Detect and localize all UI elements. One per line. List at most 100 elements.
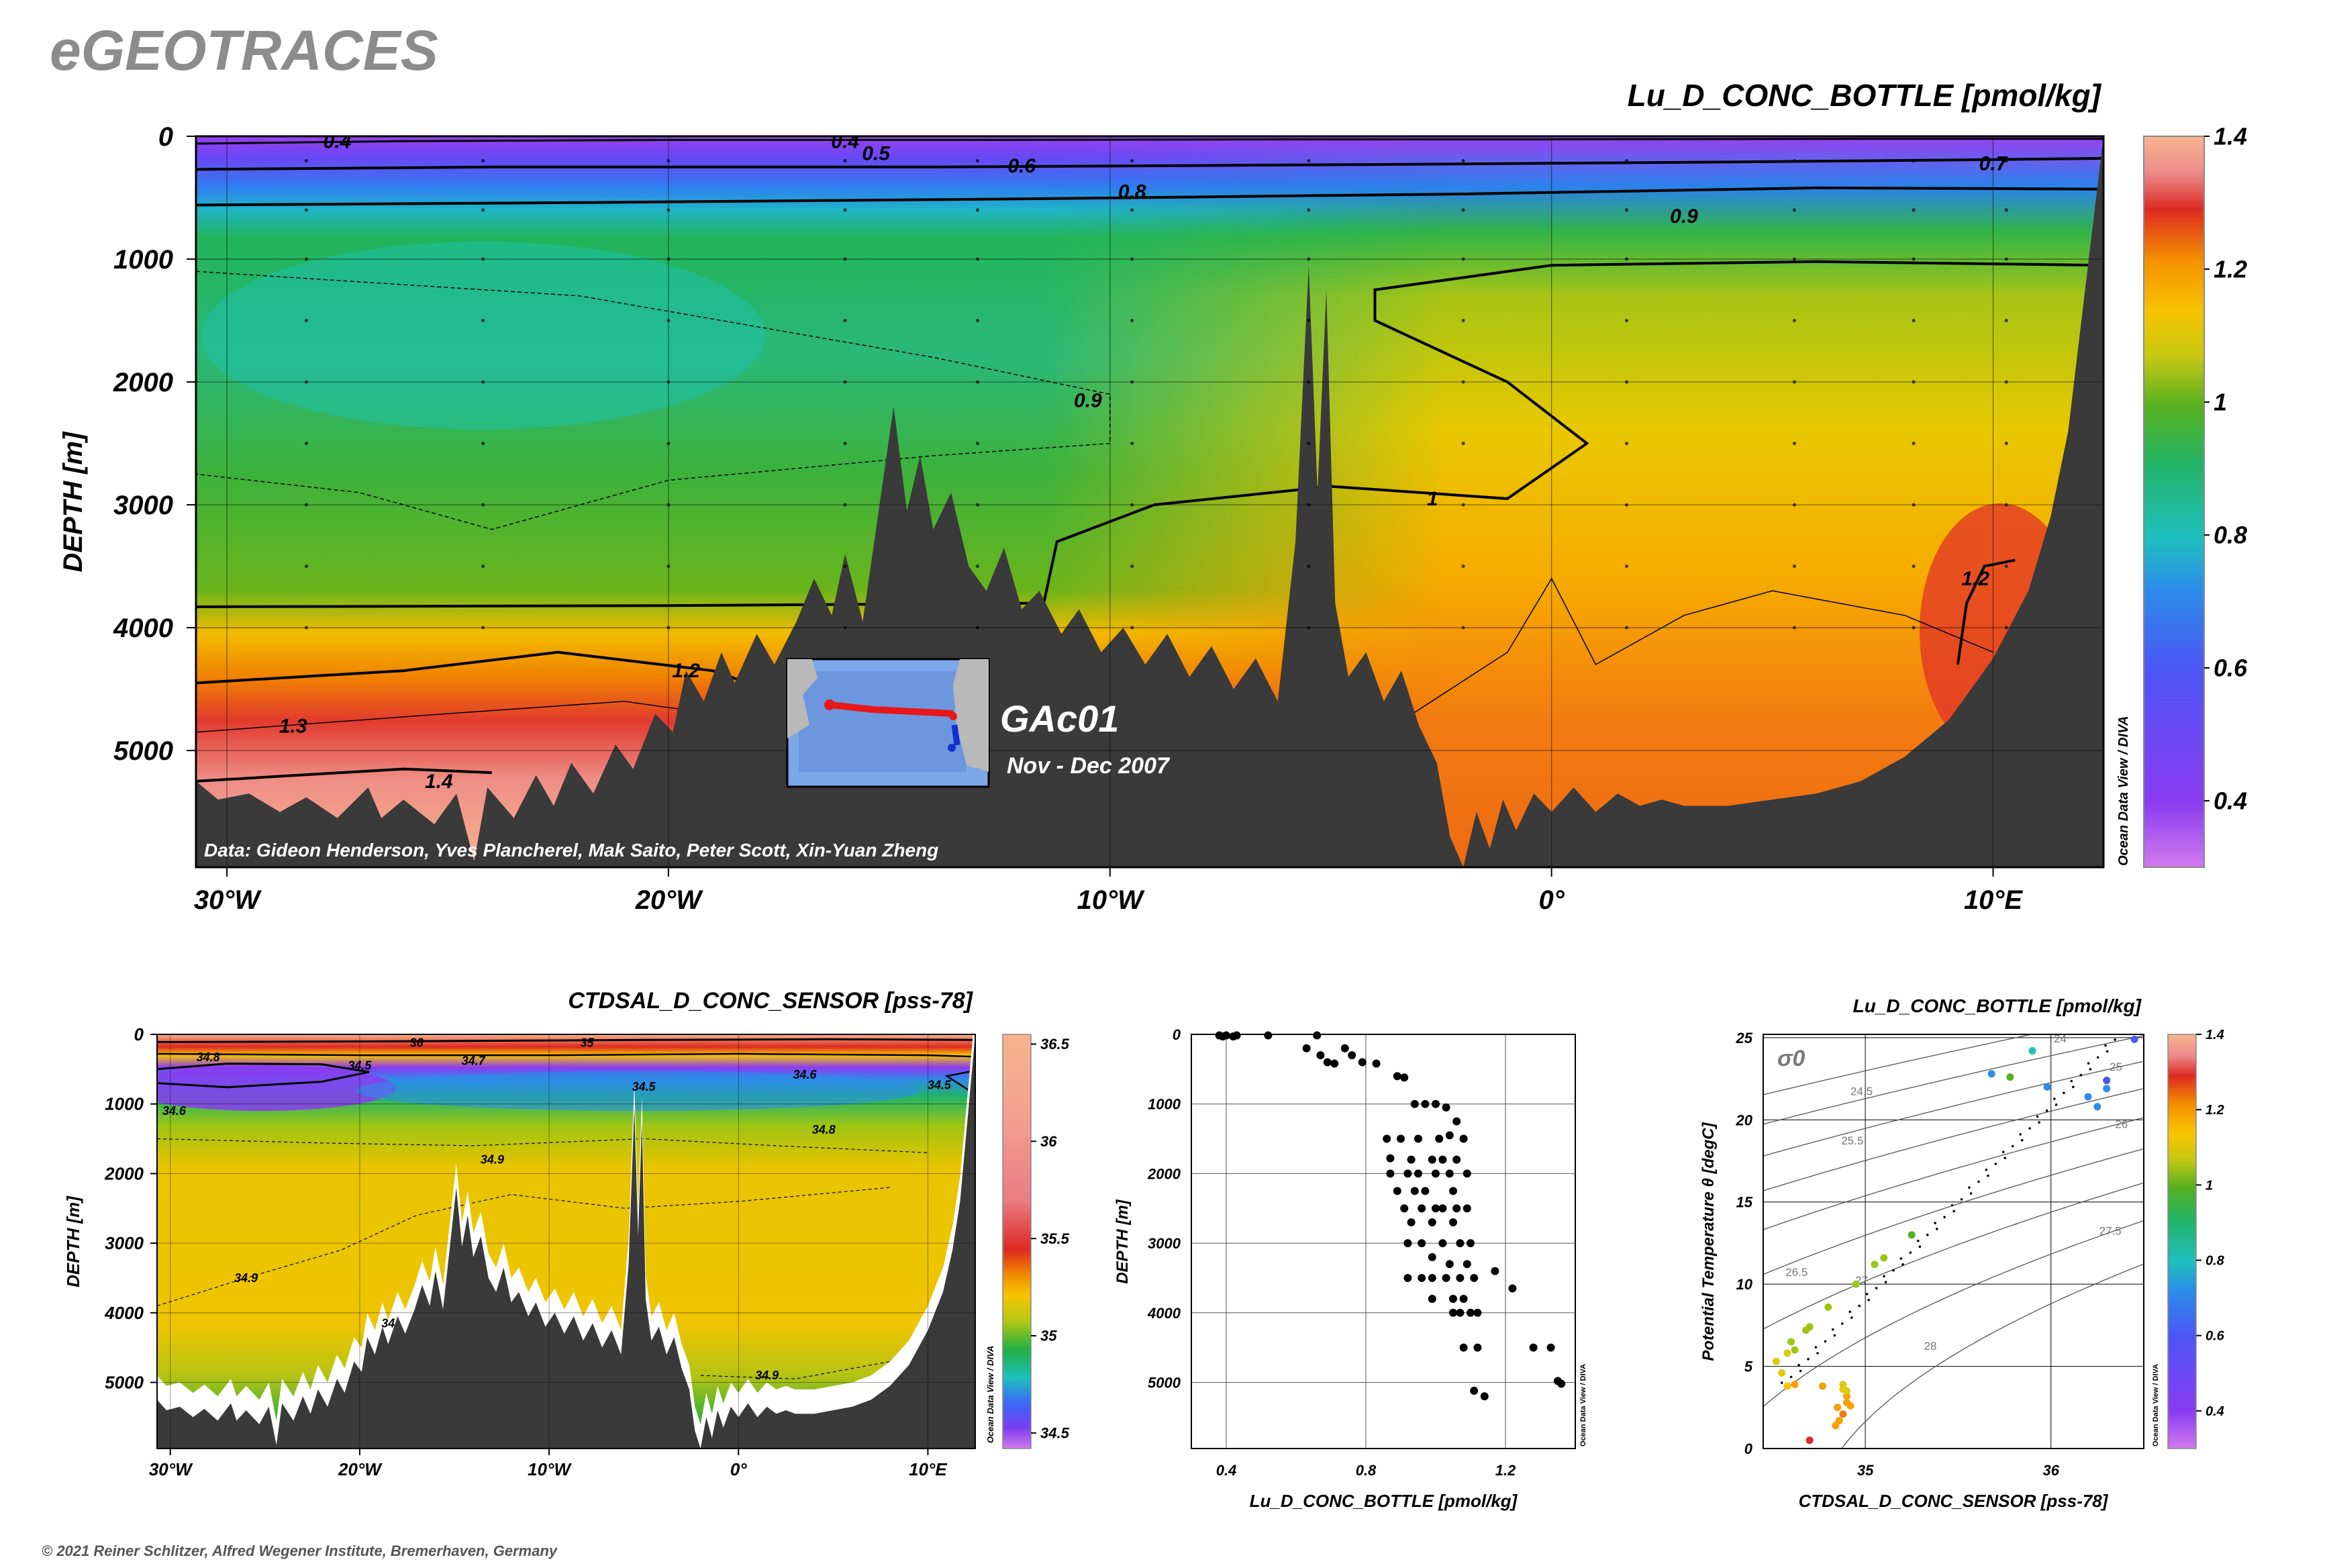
- main-colorbar-ramp: [2143, 136, 2205, 868]
- inset-map-land-east: [953, 659, 989, 772]
- profile-point: [1421, 1187, 1430, 1195]
- profile-point: [1463, 1169, 1471, 1178]
- sal-x-tick-label: 10°E: [909, 1459, 947, 1479]
- main-colorbar: 0.4 0.6 0.8 1 1.2 1.4: [2143, 123, 2248, 868]
- ts-small-point: [1833, 1334, 1836, 1337]
- main-x-ticks: 30°W 20°W 10°W 0° 10°E: [194, 867, 2023, 915]
- ts-y-tick-label: 20: [1736, 1112, 1753, 1128]
- profile-point: [1438, 1204, 1447, 1213]
- profile-point: [1456, 1239, 1465, 1248]
- ts-small-point: [2096, 1056, 2099, 1059]
- ts-point: [1846, 1402, 1854, 1410]
- ts-x-axis-label: CTDSAL_D_CONC_SENSOR [pss-78]: [1799, 1491, 2109, 1511]
- main-y-axis-label: DEPTH [m]: [58, 431, 88, 573]
- main-x-tick-label: 10°W: [1077, 885, 1145, 915]
- contour-line: [196, 271, 1111, 530]
- ts-small-point: [1960, 1198, 1963, 1201]
- profile-point: [1459, 1343, 1468, 1352]
- ts-small-point: [1807, 1358, 1810, 1361]
- colorbar-tick-label: 35: [1040, 1328, 1057, 1344]
- ts-isopycnal: [1841, 1263, 2144, 1449]
- ts-isopycnal: [1763, 1117, 2144, 1230]
- profile-point: [1218, 1032, 1227, 1041]
- contour-line: [1375, 577, 1993, 739]
- station-sample: [1912, 442, 1916, 446]
- ts-x-tick-label: 35: [1857, 1462, 1874, 1479]
- ts-small-point: [2054, 1103, 2058, 1106]
- profile-point: [1330, 1059, 1339, 1068]
- inset-map-end: [949, 712, 957, 720]
- main-y-tick-label: 2000: [113, 368, 173, 397]
- station-sample: [1130, 159, 1134, 163]
- profile-point: [1452, 1204, 1461, 1213]
- profile-point: [1386, 1169, 1395, 1178]
- ts-small-point: [1969, 1192, 1973, 1195]
- inset-map-start: [824, 699, 835, 710]
- inset-map-blue-end: [948, 744, 956, 752]
- ts-point: [1772, 1357, 1780, 1365]
- station-sample: [1461, 159, 1465, 163]
- ts-watermark: Ocean Data View / DIVA: [2152, 1364, 2160, 1447]
- ts-colorbar-ramp: [2167, 1034, 2197, 1449]
- ts-point: [2103, 1085, 2111, 1093]
- main-y-tick-label: 3000: [113, 491, 173, 520]
- inset-map: [786, 658, 990, 788]
- station-sample: [1792, 208, 1796, 212]
- ts-small-point: [2089, 1068, 2092, 1071]
- main-watermark: Ocean Data View / DIVA: [2116, 716, 2131, 866]
- sal-contour-label: 34: [381, 1316, 395, 1330]
- colorbar-tick-label: 1.2: [2214, 256, 2247, 283]
- profile-point: [1470, 1273, 1479, 1282]
- ts-colorbar-ticks: 0.4 0.6 0.8 1 1.2 1.4: [2196, 1028, 2225, 1419]
- profile-point: [1400, 1204, 1409, 1213]
- profile-point: [1410, 1099, 1419, 1108]
- colorbar-tick-label: 1: [2214, 389, 2227, 416]
- profile-point: [1467, 1308, 1475, 1317]
- ts-small-point: [1909, 1251, 1912, 1254]
- ts-isopycnal-label: 25.5: [1841, 1134, 1863, 1147]
- sal-y-tick-label: 2000: [104, 1163, 144, 1183]
- ts-small-point: [1832, 1328, 1834, 1331]
- ts-point: [1908, 1231, 1916, 1239]
- ts-isopycnal: [1763, 1035, 2144, 1125]
- ts-grid: [1763, 1034, 2144, 1449]
- station-sample: [975, 208, 979, 212]
- contour-line: [157, 1138, 928, 1153]
- copyright: © 2021 Reiner Schlitzer, Alfred Wegener …: [42, 1542, 558, 1559]
- ts-small-point: [1977, 1180, 1980, 1183]
- main-y-ticks: 0 1000 2000 3000 4000 5000: [113, 122, 196, 766]
- ts-small-point: [2036, 1115, 2039, 1118]
- ts-point: [1824, 1303, 1832, 1311]
- profile-point: [1467, 1239, 1475, 1248]
- ts-small-point: [2053, 1097, 2056, 1100]
- ts-point: [2130, 1035, 2138, 1043]
- profile-point: [1340, 1044, 1349, 1052]
- ts-point: [1783, 1349, 1791, 1357]
- station-sample: [843, 442, 847, 446]
- main-contour-label: 0.9: [1074, 390, 1102, 412]
- profile-point: [1358, 1058, 1367, 1067]
- profile-y-tick-label: 3000: [1148, 1235, 1181, 1252]
- contour-line: [1956, 558, 2016, 665]
- main-x-tick-label: 10°E: [1964, 885, 2023, 915]
- station-sample: [2004, 319, 2008, 323]
- ts-isopycnal: [1763, 1148, 2144, 1275]
- profile-point: [1508, 1284, 1517, 1293]
- profile-point: [1383, 1134, 1391, 1143]
- station-sample: [1130, 208, 1134, 212]
- station-sample: [2004, 208, 2008, 212]
- main-contour-label: 0.4: [831, 130, 859, 152]
- profile-point: [1428, 1295, 1436, 1304]
- ts-point: [1791, 1346, 1799, 1354]
- ts-isopycnals: [1763, 1034, 2144, 1449]
- contour-line: [157, 1063, 370, 1089]
- sal-contour-label: 34.9: [234, 1271, 258, 1285]
- profile-point: [1403, 1239, 1412, 1248]
- ts-y-axis-label: Potential Temperature θ [degC]: [1699, 1122, 1718, 1361]
- profile-point: [1459, 1295, 1468, 1304]
- ts-isopycnal: [1763, 1088, 2144, 1191]
- contour-line: [944, 1069, 975, 1095]
- main-contour-label: 0.7: [1979, 152, 2008, 175]
- ts-small-point: [1780, 1381, 1783, 1384]
- profile-point: [1348, 1051, 1356, 1060]
